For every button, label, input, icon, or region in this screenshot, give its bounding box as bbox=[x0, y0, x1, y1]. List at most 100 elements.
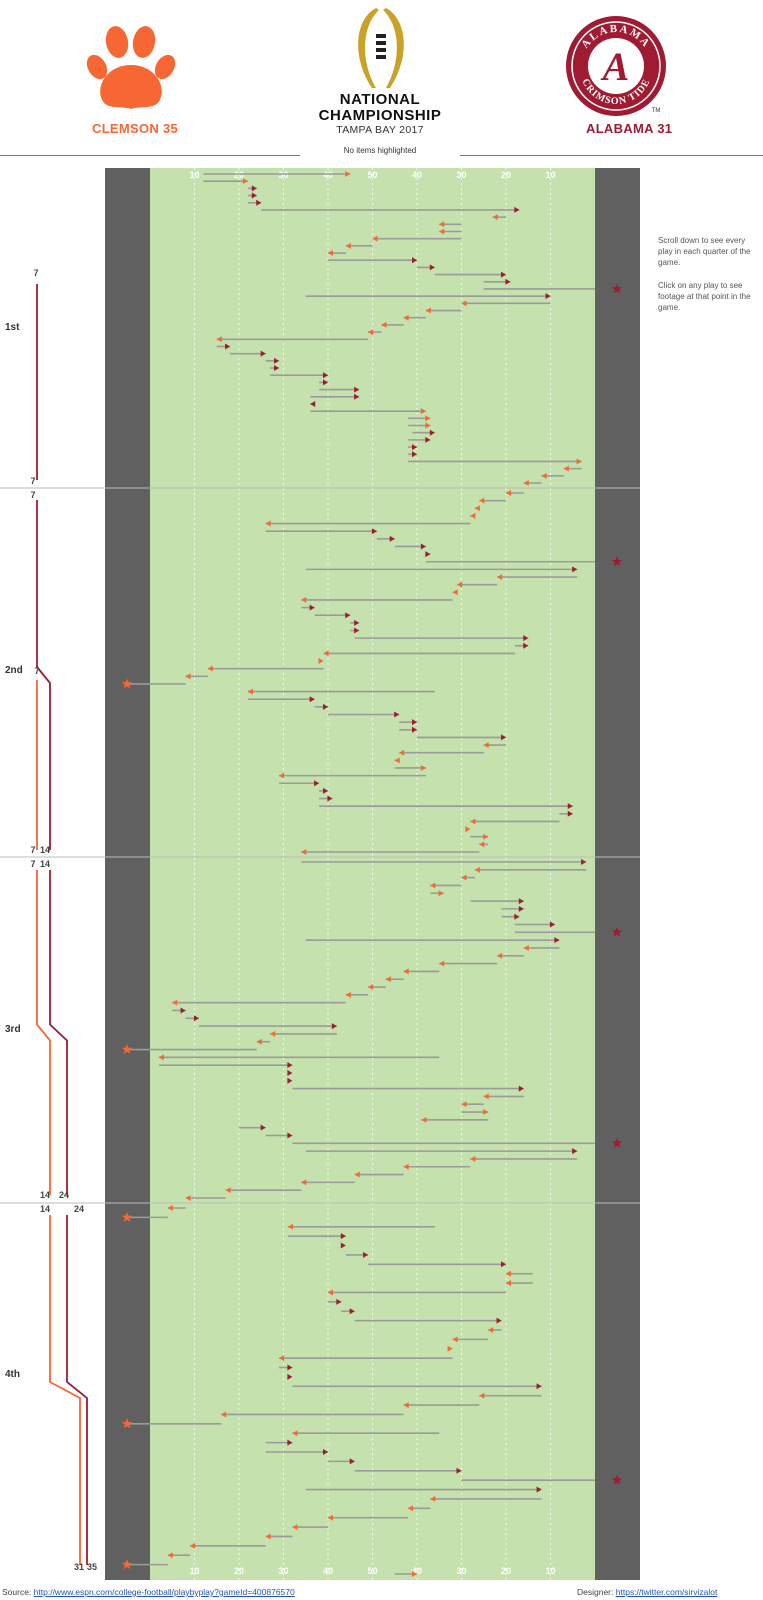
source-link[interactable]: http://www.espn.com/college-football/pla… bbox=[33, 1587, 295, 1597]
play-arrow bbox=[328, 1289, 333, 1296]
trophy-bar-3 bbox=[376, 48, 386, 52]
alabama-logo: ALABAMA CRIMSON TIDE A TM bbox=[566, 16, 666, 116]
play-arrow bbox=[372, 235, 378, 242]
score-timeline-layer: 7 7 7 7 7 14 7 14 14 24 14 24 31 35 bbox=[30, 268, 97, 1572]
play-arrow bbox=[408, 1505, 414, 1512]
touchdown-star bbox=[611, 556, 623, 567]
touchdown-star bbox=[121, 678, 133, 689]
yard-label-bottom: 50 bbox=[367, 1566, 377, 1576]
yard-label-top: 10 bbox=[545, 170, 555, 180]
yard-label-top: 30 bbox=[456, 170, 466, 180]
play-arrow bbox=[340, 1233, 346, 1240]
yard-label-top: 30 bbox=[278, 170, 288, 180]
paw-toe-2 bbox=[105, 26, 129, 58]
play-arrow bbox=[167, 1552, 173, 1559]
play-arrow bbox=[221, 1411, 227, 1418]
trophy-bar-4 bbox=[376, 55, 386, 59]
play-arrow bbox=[287, 1069, 293, 1076]
quarter-label: 4th bbox=[5, 1369, 20, 1380]
clemson-paw-logo bbox=[86, 26, 176, 109]
yard-label-bottom: 10 bbox=[545, 1566, 555, 1576]
play-arrow bbox=[474, 505, 480, 512]
play-arrow bbox=[345, 171, 351, 177]
play-arrow bbox=[567, 803, 573, 810]
play-arrow bbox=[425, 422, 431, 429]
logo-tm: TM bbox=[652, 108, 661, 114]
alabama-score-line bbox=[66, 1215, 88, 1565]
play-arrow bbox=[514, 913, 520, 920]
play-arrow bbox=[541, 472, 547, 479]
trophy-right-arc bbox=[383, 8, 404, 88]
paw-toe-1 bbox=[86, 54, 108, 80]
play-arrow bbox=[501, 734, 506, 741]
play-arrow bbox=[430, 882, 436, 889]
plays-layer bbox=[121, 171, 623, 1577]
play-arrow bbox=[429, 429, 435, 436]
title-block: NATIONAL CHAMPIONSHIP TAMPA BAY 2017 bbox=[300, 91, 460, 137]
play-arrow bbox=[457, 581, 463, 588]
play-arrow bbox=[287, 1132, 293, 1139]
play-arrow bbox=[345, 612, 351, 619]
play-arrow bbox=[536, 1486, 542, 1493]
yard-label-top: 10 bbox=[189, 170, 199, 180]
play-arrow bbox=[193, 1015, 199, 1022]
play-arrow bbox=[327, 795, 333, 802]
play-arrow bbox=[314, 780, 320, 787]
play-arrow bbox=[572, 1148, 578, 1155]
title-line-1: NATIONAL bbox=[339, 91, 421, 108]
title-line-2: CHAMPIONSHIP bbox=[318, 107, 442, 124]
subtitle: TAMPA BAY 2017 bbox=[336, 124, 424, 136]
play-arrow bbox=[287, 1364, 293, 1371]
play-arrow bbox=[501, 1261, 506, 1268]
play-arrow bbox=[425, 307, 431, 314]
play-arrow bbox=[394, 757, 400, 764]
quarter-label: 3rd bbox=[5, 1024, 21, 1035]
score-label: 31 bbox=[74, 1562, 84, 1572]
play-arrow bbox=[185, 1195, 191, 1201]
play-arrow bbox=[345, 991, 351, 998]
yard-label-top: 20 bbox=[234, 170, 244, 180]
play-arrow bbox=[483, 1093, 489, 1100]
play-arrow bbox=[412, 726, 417, 733]
play-arrow bbox=[461, 300, 467, 307]
play-arrow bbox=[514, 206, 520, 213]
play-arrow bbox=[488, 1327, 494, 1333]
quarter-label: 2nd bbox=[5, 665, 23, 676]
play-arrow bbox=[483, 1109, 489, 1116]
play-arrow bbox=[371, 528, 377, 535]
play-arrow bbox=[301, 596, 307, 603]
play-arrow bbox=[549, 921, 555, 928]
play-arrow bbox=[518, 1085, 524, 1092]
play-arrow bbox=[518, 905, 524, 912]
play-arrow bbox=[465, 826, 471, 833]
play-arrow bbox=[349, 1458, 355, 1465]
right-endzone bbox=[595, 168, 640, 1580]
play-arrow bbox=[331, 1023, 337, 1030]
play-arrow bbox=[279, 772, 285, 779]
touchdown-star bbox=[611, 926, 623, 937]
play-arrow bbox=[354, 393, 360, 400]
score-label: 14 bbox=[40, 1204, 50, 1214]
play-arrow bbox=[479, 1392, 485, 1399]
play-arrow bbox=[167, 1205, 173, 1211]
logo-letter: A bbox=[600, 44, 630, 89]
play-arrow bbox=[270, 1030, 276, 1037]
score-label: 24 bbox=[59, 1190, 69, 1200]
play-arrow bbox=[207, 665, 213, 672]
play-arrow bbox=[412, 444, 417, 451]
logo-inner-disc bbox=[588, 38, 644, 94]
play-arrow bbox=[368, 984, 374, 991]
play-arrow bbox=[412, 451, 417, 458]
play-arrow bbox=[439, 228, 445, 235]
play-arrow bbox=[439, 960, 445, 967]
play-arrow bbox=[340, 1242, 346, 1249]
play-arrow bbox=[403, 968, 409, 975]
play-arrow bbox=[506, 1280, 511, 1287]
play-arrow bbox=[439, 221, 445, 228]
play-arrow bbox=[354, 1171, 360, 1178]
play-arrow bbox=[323, 703, 328, 710]
play-arrow bbox=[536, 1383, 542, 1390]
header-rule-right bbox=[460, 155, 763, 156]
designer-link[interactable]: https://twitter.com/sirvizalot bbox=[615, 1587, 718, 1597]
